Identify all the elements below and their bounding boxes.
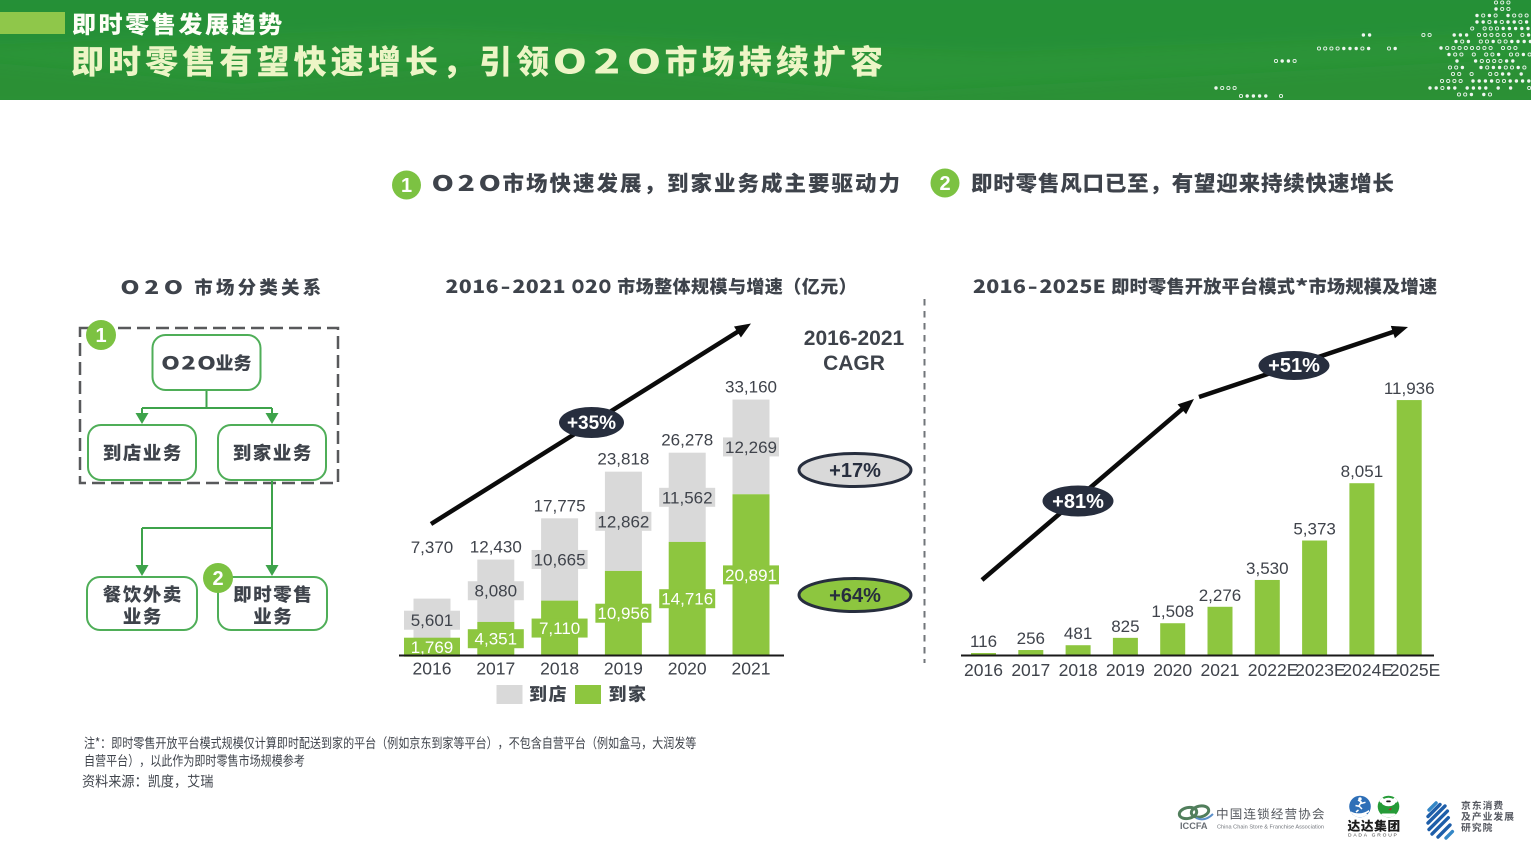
svg-text:5,373: 5,373 bbox=[1293, 520, 1336, 539]
svg-text:2016-2021: 2016-2021 bbox=[804, 327, 905, 350]
svg-text:2022E: 2022E bbox=[1248, 660, 1299, 680]
svg-text:+35%: +35% bbox=[567, 413, 616, 434]
svg-text:825: 825 bbox=[1111, 617, 1139, 636]
svg-text:12,430: 12,430 bbox=[470, 538, 522, 557]
svg-text:+64%: +64% bbox=[829, 585, 881, 607]
svg-text:2017: 2017 bbox=[476, 659, 515, 679]
svg-text:14,716: 14,716 bbox=[661, 590, 713, 609]
svg-text:10,665: 10,665 bbox=[534, 551, 586, 570]
svg-text:DADA GROUP: DADA GROUP bbox=[1348, 833, 1399, 839]
svg-text:1,769: 1,769 bbox=[411, 638, 454, 657]
svg-text:+17%: +17% bbox=[829, 460, 881, 482]
svg-text:256: 256 bbox=[1017, 629, 1045, 648]
svg-text:1,508: 1,508 bbox=[1151, 602, 1194, 621]
svg-text:3,530: 3,530 bbox=[1246, 559, 1289, 578]
svg-text:China Chain Store & Franchise: China Chain Store & Franchise Associatio… bbox=[1217, 825, 1324, 831]
svg-text:23,818: 23,818 bbox=[597, 450, 649, 469]
svg-text:2024E: 2024E bbox=[1342, 660, 1393, 680]
svg-text:481: 481 bbox=[1064, 624, 1092, 643]
svg-text:+81%: +81% bbox=[1052, 491, 1104, 513]
svg-text:1: 1 bbox=[95, 325, 106, 347]
svg-text:12,269: 12,269 bbox=[725, 438, 777, 457]
svg-text:10,956: 10,956 bbox=[597, 604, 649, 623]
svg-text:2,276: 2,276 bbox=[1199, 586, 1242, 605]
svg-text:2: 2 bbox=[939, 173, 950, 195]
svg-text:2021: 2021 bbox=[732, 659, 771, 679]
svg-text:5,601: 5,601 bbox=[411, 611, 454, 630]
svg-text:11,936: 11,936 bbox=[1384, 379, 1435, 398]
svg-text:7,110: 7,110 bbox=[539, 619, 580, 638]
svg-text:20,891: 20,891 bbox=[725, 566, 777, 585]
svg-text:+51%: +51% bbox=[1268, 355, 1320, 377]
svg-text:2020: 2020 bbox=[668, 659, 707, 679]
svg-text:2017: 2017 bbox=[1011, 660, 1050, 680]
svg-text:2016: 2016 bbox=[413, 659, 452, 679]
svg-text:33,160: 33,160 bbox=[725, 378, 777, 397]
svg-text:116: 116 bbox=[970, 632, 997, 651]
svg-text:2021: 2021 bbox=[1201, 660, 1240, 680]
svg-text:11,562: 11,562 bbox=[662, 488, 713, 507]
svg-text:12,862: 12,862 bbox=[597, 512, 649, 531]
svg-text:CAGR: CAGR bbox=[823, 352, 885, 375]
svg-text:26,278: 26,278 bbox=[661, 431, 713, 450]
svg-text:17,775: 17,775 bbox=[534, 496, 586, 515]
svg-text:8,051: 8,051 bbox=[1341, 462, 1384, 481]
svg-text:2020: 2020 bbox=[1153, 660, 1192, 680]
svg-text:2018: 2018 bbox=[1059, 660, 1098, 680]
svg-text:8,080: 8,080 bbox=[475, 582, 518, 601]
svg-text:2: 2 bbox=[212, 568, 223, 590]
svg-text:2023E: 2023E bbox=[1295, 660, 1346, 680]
svg-text:2025E: 2025E bbox=[1390, 660, 1441, 680]
svg-text:2019: 2019 bbox=[1106, 660, 1145, 680]
svg-text:2016: 2016 bbox=[964, 660, 1003, 680]
svg-text:ICCFA: ICCFA bbox=[1180, 821, 1208, 831]
svg-text:2018: 2018 bbox=[540, 659, 579, 679]
svg-text:2019: 2019 bbox=[604, 659, 643, 679]
svg-text:1: 1 bbox=[401, 175, 412, 197]
svg-text:7,370: 7,370 bbox=[411, 538, 454, 557]
svg-text:4,351: 4,351 bbox=[475, 630, 518, 649]
